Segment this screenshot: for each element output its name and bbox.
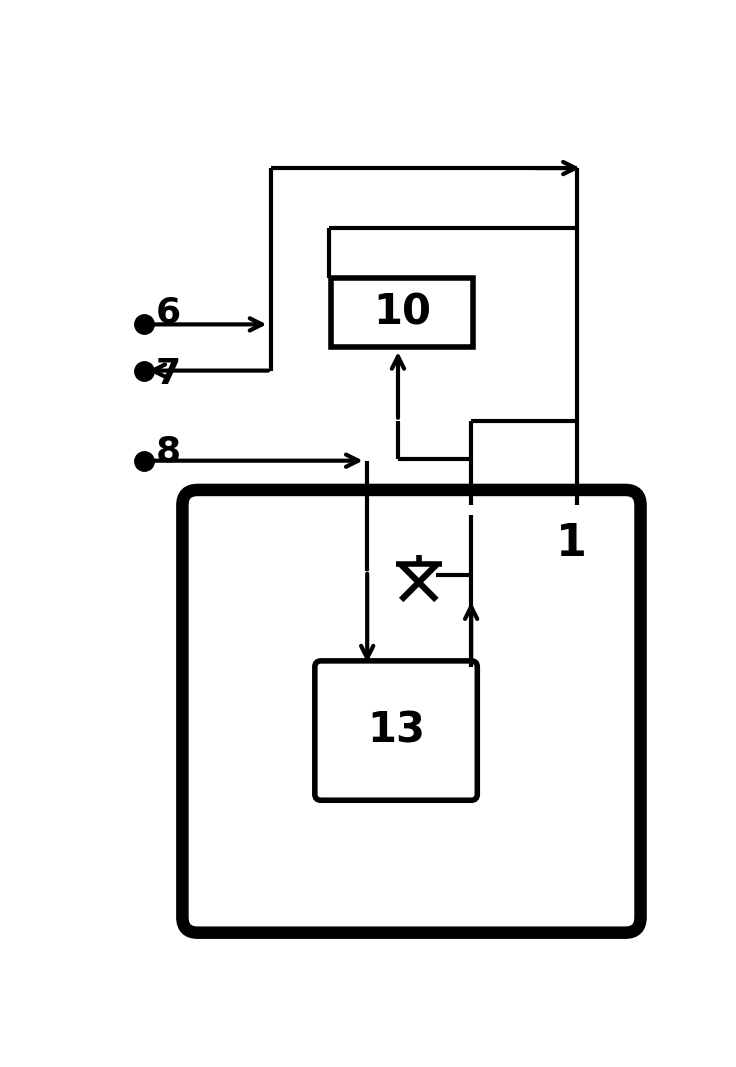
FancyBboxPatch shape bbox=[315, 660, 478, 800]
Text: 10: 10 bbox=[373, 292, 431, 334]
Text: 1: 1 bbox=[556, 523, 587, 566]
Text: 7: 7 bbox=[155, 357, 180, 392]
FancyBboxPatch shape bbox=[183, 490, 640, 933]
Text: 13: 13 bbox=[367, 710, 425, 751]
FancyBboxPatch shape bbox=[331, 278, 473, 348]
Text: 8: 8 bbox=[155, 434, 180, 468]
Text: 6: 6 bbox=[155, 296, 180, 330]
